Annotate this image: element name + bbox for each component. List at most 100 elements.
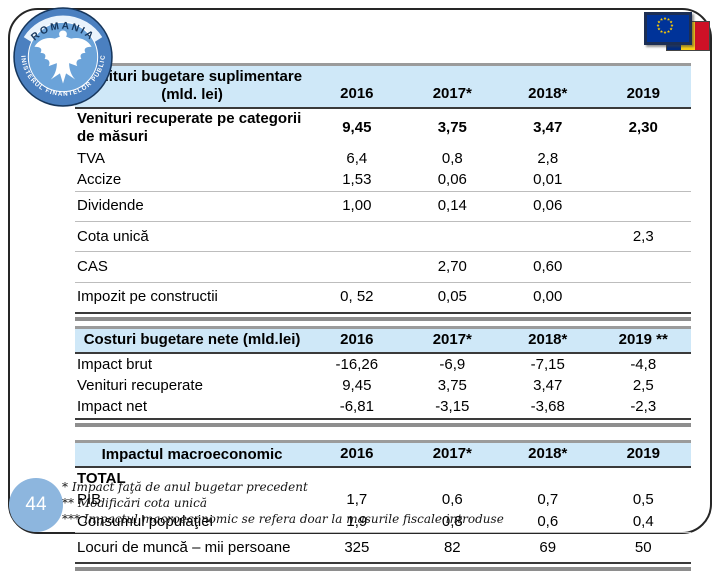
value-cell: 0,6	[441, 491, 463, 509]
value-cell: 0,14	[404, 190, 501, 222]
table-costuri-bugetare: Costuri bugetare nete (mld.lei) 2016 2017…	[75, 325, 691, 421]
value-cell: -16,26	[335, 355, 379, 373]
separator-bar	[75, 423, 691, 428]
value-cell	[309, 221, 405, 252]
value-cell	[595, 251, 691, 283]
value-cell: 0,01	[533, 170, 563, 188]
star-icon	[663, 30, 667, 34]
table-title: Venituri bugetare suplimentare (mld. lei…	[75, 62, 310, 109]
table-title: Impactul macroeconomic	[75, 440, 310, 469]
table-row: PIB 1,7 0,6 0,7 0,5	[75, 490, 691, 511]
value-cell: 50	[595, 532, 691, 563]
value-cell: 1,7	[346, 491, 368, 509]
column-header: 2017*	[404, 325, 501, 355]
value-cell: 1,00	[309, 190, 405, 222]
row-label: TVA	[77, 149, 106, 167]
footnote: ** Modificări cota unică	[62, 496, 208, 510]
ministry-finance-logo: ROMANIA MINISTERUL FINANTELOR PUBLICE	[9, 1, 114, 108]
value-cell: 0,06	[500, 190, 596, 222]
row-label: Locuri de muncă – mii persoane	[75, 532, 310, 563]
row-label: Venituri recuperate	[77, 377, 203, 395]
row-label: Impact brut	[77, 355, 153, 373]
star-icon	[669, 27, 673, 31]
value-cell: 3,75	[437, 119, 467, 137]
table-row: Impact brut -16,26 -6,9 -7,15 -4,8	[75, 353, 691, 375]
table-row: Venituri recuperate pe categorii de măsu…	[75, 108, 691, 149]
table-row: Cota unică 2,3	[75, 221, 691, 252]
header-row: Impactul macroeconomic 2016 2017* 2018* 201…	[75, 440, 691, 469]
value-cell: -2,3	[630, 398, 657, 416]
column-header: 2019 **	[595, 325, 691, 355]
ro-flag-red-stripe	[695, 22, 709, 50]
column-header: 2018*	[500, 62, 596, 109]
value-cell: 0,00	[500, 281, 596, 313]
footnote: *** Impactul macroeconomic se refera doa…	[62, 512, 504, 526]
value-cell: 0,06	[437, 170, 467, 188]
column-header: 2017*	[404, 62, 501, 109]
value-cell: 3,75	[437, 377, 467, 395]
star-icon	[663, 16, 667, 20]
column-header: 2017*	[404, 440, 501, 469]
separator-bar	[75, 316, 691, 321]
value-cell: 3,47	[533, 377, 563, 395]
flags	[644, 12, 710, 52]
value-cell: -3,15	[435, 398, 470, 416]
value-cell: 2,3	[595, 221, 691, 252]
table-venituri-bugetare: Venituri bugetare suplimentare (mld. lei…	[75, 62, 691, 314]
table-row: Accize 1,53 0,06 0,01	[75, 169, 691, 191]
column-header: 2016	[309, 62, 405, 109]
value-cell	[596, 148, 692, 169]
star-icon	[657, 20, 661, 24]
value-cell	[309, 251, 405, 283]
row-label: Impact net	[77, 398, 148, 416]
table-row: Impozit pe constructii 0, 52 0,05 0,00	[75, 281, 691, 313]
value-cell: -6,9	[439, 355, 466, 373]
column-header: 2016	[309, 325, 405, 355]
value-cell	[500, 221, 596, 252]
star-icon	[670, 23, 674, 27]
value-cell: 3,47	[533, 119, 563, 137]
table-row: CAS 2,70 0,60	[75, 251, 691, 283]
value-cell: 0,4	[632, 512, 654, 530]
footnote: * Impact faţă de anul bugetar precedent	[62, 480, 308, 494]
table-row: Consumul populaţiei 1,9 0,8 0,6 0,4	[75, 511, 691, 533]
row-label: Accize	[77, 170, 122, 188]
star-icon	[666, 29, 671, 33]
eu-stars	[656, 16, 674, 34]
table-row: Dividende 1,00 0,14 0,06	[75, 190, 691, 222]
table-body: Impact brut -16,26 -6,9 -7,15 -4,8 Venituri r…	[75, 353, 691, 419]
value-cell	[595, 190, 691, 222]
table-title-line2: (mld. lei)	[161, 86, 223, 104]
value-cell: 0,7	[537, 491, 559, 509]
table-row: TVA 6,4 0,8 2,8	[75, 148, 691, 169]
separator-bar	[75, 566, 691, 571]
row-label: Impozit pe constructii	[75, 281, 310, 313]
star-icon	[669, 20, 673, 24]
column-header: 2018*	[500, 325, 596, 355]
value-cell: 9,45	[342, 377, 372, 395]
row-label: Dividende	[75, 190, 310, 222]
column-header: 2016	[309, 440, 405, 469]
table-title: Costuri bugetare nete (mld.lei)	[75, 325, 310, 355]
table-header: Impactul macroeconomic 2016 2017* 2018* 201…	[75, 440, 691, 469]
star-icon	[656, 23, 660, 27]
value-cell: 2,70	[404, 251, 501, 283]
value-cell: 0, 52	[309, 281, 405, 313]
value-cell	[596, 169, 692, 191]
table-body: Venituri recuperate pe categorii de măsu…	[75, 108, 691, 313]
page-number: 44	[25, 494, 47, 515]
table-row: TOTAL	[75, 467, 691, 489]
table-row: Locuri de muncă – mii persoane 325 82 69 50	[75, 532, 691, 563]
value-cell	[500, 467, 595, 489]
value-cell: 325	[309, 532, 405, 563]
star-icon	[657, 27, 661, 31]
value-cell: 0,8	[441, 512, 463, 530]
footnotes: * Impact faţă de anul bugetar precedent …	[62, 479, 504, 527]
row-label: Cota unică	[75, 221, 310, 252]
value-cell: -6,81	[339, 398, 374, 416]
value-cell: 2,8	[537, 149, 559, 167]
row-label: Consumul populaţiei	[77, 512, 213, 530]
table-header: Venituri bugetare suplimentare (mld. lei…	[75, 62, 691, 109]
value-cell: 0,8	[441, 149, 463, 167]
row-label: TOTAL	[77, 469, 126, 487]
